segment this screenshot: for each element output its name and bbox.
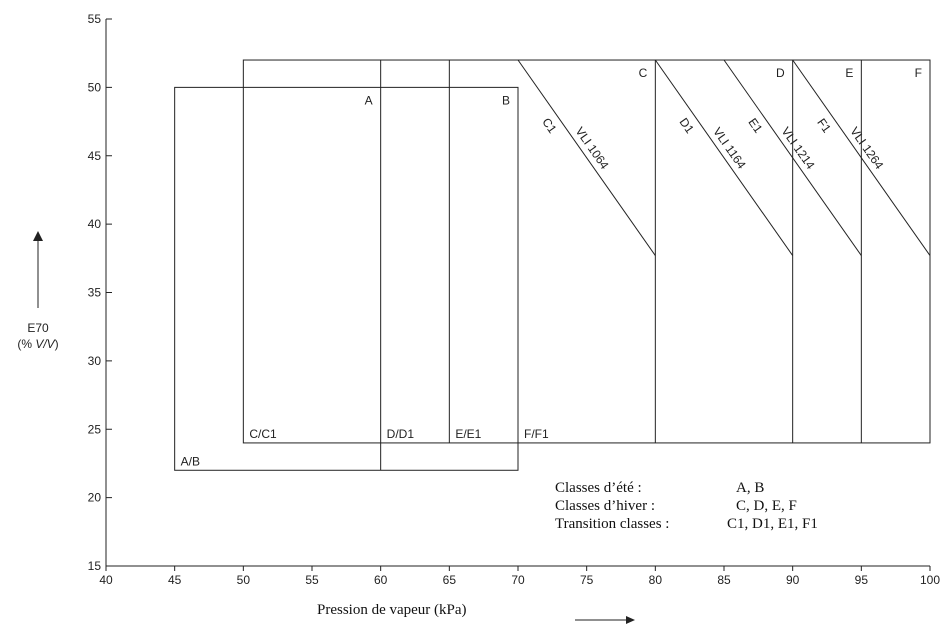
x-tick-label: 55	[305, 573, 319, 587]
x-axis-title: Pression de vapeur (kPa)	[317, 602, 635, 624]
class-label-top: F	[915, 66, 922, 80]
legend-winter-label: Classes d’hiver :	[555, 498, 655, 514]
transition-class-label: D1	[677, 115, 697, 136]
class-label-bottom: A/B	[181, 454, 200, 468]
x-tick-label: 90	[786, 573, 800, 587]
class-box	[242, 59, 931, 444]
x-axis-label: Pression de vapeur (kPa)	[317, 602, 467, 618]
x-tick-label: 80	[649, 573, 663, 587]
x-tick-label: 70	[511, 573, 525, 587]
y-axis-label: E70	[27, 321, 49, 335]
y-tick-label: 55	[88, 12, 102, 26]
x-axis-arrow-head	[626, 616, 635, 624]
x-tick-label: 75	[580, 573, 594, 587]
y-tick-label: 25	[88, 422, 102, 436]
y-axis-title: E70 (% V/V)	[17, 231, 59, 351]
x-tick-label: 65	[443, 573, 457, 587]
y-tick-label: 30	[88, 354, 102, 368]
vli-limit-line	[654, 59, 794, 256]
x-tick-label: 45	[168, 573, 182, 587]
legend-summer-label: Classes d’été :	[555, 480, 642, 496]
class-label-top: A	[365, 93, 373, 107]
y-tick-label: 50	[88, 80, 102, 94]
class-label-bottom: C/C1	[249, 427, 277, 441]
transition-class-label: C1	[539, 115, 559, 136]
x-tick-label: 100	[920, 573, 940, 587]
y-tick-label: 40	[88, 217, 102, 231]
class-label-bottom: E/E1	[455, 427, 481, 441]
x-tick-label: 60	[374, 573, 388, 587]
vli-limit-line	[792, 59, 931, 256]
class-label-top: E	[845, 66, 853, 80]
y-axis-unit: (% V/V)	[17, 337, 58, 351]
legend-summer-value: A, B	[736, 480, 764, 496]
transition-class-label: F1	[814, 116, 834, 136]
x-tick-label: 95	[855, 573, 869, 587]
y-tick-label: 45	[88, 149, 102, 163]
y-tick-label: 35	[88, 286, 102, 300]
x-tick-label: 50	[237, 573, 251, 587]
legend: Classes d’été : A, B Classes d’hiver : C…	[555, 480, 818, 532]
class-boundaries	[174, 59, 931, 471]
class-label-bottom: F/F1	[524, 427, 549, 441]
legend-transition-label: Transition classes :	[555, 516, 669, 532]
y-tick-label: 20	[88, 491, 102, 505]
vli-limit-line	[517, 59, 656, 256]
y-tick-label: 15	[88, 559, 102, 573]
class-label-top: C	[639, 66, 648, 80]
legend-transition-value: C1, D1, E1, F1	[727, 516, 818, 532]
vli-label: VLI 1164	[710, 125, 749, 172]
class-label-bottom: D/D1	[387, 427, 415, 441]
transition-class-label: E1	[745, 116, 765, 136]
legend-winter-value: C, D, E, F	[736, 498, 797, 514]
x-tick-label: 40	[99, 573, 113, 587]
class-box	[174, 86, 519, 471]
y-axis-arrow-head	[33, 231, 43, 241]
x-tick-label: 85	[717, 573, 731, 587]
class-label-top: B	[502, 93, 510, 107]
class-label-top: D	[776, 66, 785, 80]
axes: 40 45 50 55 60 65 70 75 80 85 90 95 100 15 20 25 30 35 40 4…	[88, 12, 941, 587]
vli-limit-line	[723, 59, 862, 256]
